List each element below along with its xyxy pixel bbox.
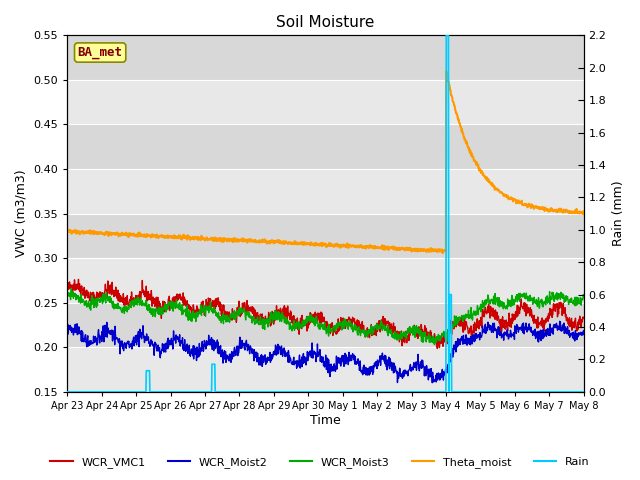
Bar: [67, 80, 584, 124]
Bar: [67, 214, 584, 258]
Bar: [67, 258, 584, 303]
Text: BA_met: BA_met: [77, 46, 123, 59]
Legend: WCR_VMC1, WCR_Moist2, WCR_Moist3, Theta_moist, Rain: WCR_VMC1, WCR_Moist2, WCR_Moist3, Theta_…: [46, 452, 594, 472]
Bar: [67, 303, 584, 347]
Bar: [67, 347, 584, 392]
Y-axis label: Rain (mm): Rain (mm): [612, 181, 625, 246]
Title: Soil Moisture: Soil Moisture: [276, 15, 374, 30]
Y-axis label: VWC (m3/m3): VWC (m3/m3): [15, 170, 28, 257]
Bar: [67, 169, 584, 214]
X-axis label: Time: Time: [310, 414, 341, 427]
Bar: [67, 124, 584, 169]
Bar: [67, 36, 584, 80]
